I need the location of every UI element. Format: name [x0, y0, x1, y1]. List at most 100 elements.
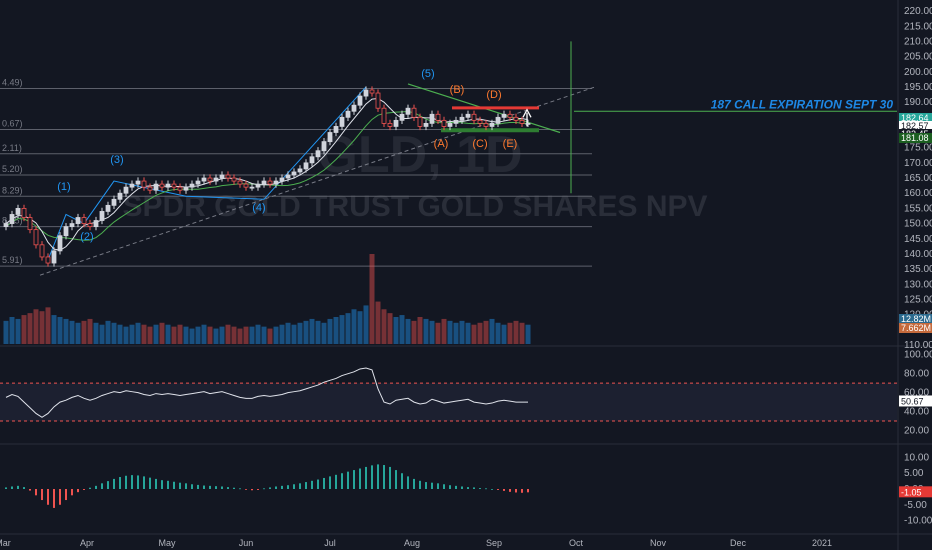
macd-histogram-bar: [485, 488, 487, 490]
price-tick-label: 195.00: [904, 82, 932, 93]
volume-bar: [57, 317, 63, 344]
rsi-value-text: 50.67: [901, 396, 924, 406]
macd-histogram-bar: [119, 477, 121, 489]
macd-histogram-bar: [371, 465, 373, 489]
candle-body: [147, 186, 153, 191]
volume-bar: [147, 326, 153, 344]
candle-body: [507, 113, 513, 118]
volume-bar: [411, 320, 417, 344]
macd-histogram-bar: [431, 482, 433, 489]
macd-histogram-bar: [59, 489, 61, 505]
volume-bar: [75, 322, 81, 344]
price-tick-label: 175.00: [904, 143, 932, 154]
call-annotation: 187 CALL EXPIRATION SEPT 30: [711, 97, 894, 111]
macd-histogram-bar: [65, 489, 67, 501]
macd-histogram-bar: [41, 489, 43, 501]
candle-body: [333, 126, 339, 133]
ma-short-line: [5, 97, 529, 251]
macd-histogram-bar: [71, 489, 73, 496]
candle-body: [135, 180, 141, 185]
macd-tick-label: -10.00: [904, 516, 932, 527]
macd-histogram-bar: [113, 478, 115, 489]
volume-bar: [483, 320, 489, 344]
macd-histogram-bar: [317, 479, 319, 489]
candle-body: [267, 180, 273, 185]
candle-body: [15, 207, 21, 215]
rsi-tick-label: 40.00: [904, 407, 929, 418]
price-tick-label: 165.00: [904, 173, 932, 184]
macd-tick-label: -5.00: [904, 500, 927, 511]
volume-bar: [507, 322, 513, 344]
macd-histogram-bar: [455, 485, 457, 489]
candle-body: [177, 186, 183, 191]
candle-body: [105, 204, 111, 212]
macd-histogram-bar: [353, 470, 355, 489]
macd-value-badge: [899, 486, 932, 498]
rsi-line: [5, 367, 528, 418]
volume-bar: [237, 328, 243, 344]
price-tick-label: 190.00: [904, 97, 932, 108]
price-tick-label: 125.00: [904, 294, 932, 305]
candle-body: [183, 186, 189, 191]
wave-label-orange: (C): [472, 138, 487, 150]
price-badge: [899, 133, 932, 143]
candle-body: [429, 113, 435, 124]
candle-body: [51, 250, 57, 264]
macd-histogram-bar: [107, 481, 109, 489]
candle-body: [453, 119, 459, 124]
candle-body: [237, 180, 243, 185]
macd-histogram-bar: [311, 480, 313, 489]
volume-bar: [387, 313, 393, 344]
candle-body: [387, 122, 393, 127]
volume-bar: [399, 315, 405, 344]
volume-bar: [9, 317, 15, 344]
price-tick-label: 215.00: [904, 21, 932, 32]
watermark-ticker: GLD, 1D: [317, 126, 522, 184]
candle-body: [495, 116, 501, 124]
candle-body: [393, 119, 399, 127]
macd-histogram-bar: [299, 483, 301, 489]
fib-level-label: 8.29): [2, 185, 23, 195]
candle-body: [171, 183, 177, 188]
candle-body: [369, 89, 375, 94]
candle-body: [87, 223, 93, 228]
volume-bar: [3, 320, 9, 344]
volume-bar: [309, 318, 315, 344]
volume-bar: [249, 326, 255, 344]
volume-bar: [135, 322, 141, 344]
candle-body: [129, 183, 135, 188]
price-tick-label: 150.00: [904, 219, 932, 230]
volume-bar: [105, 320, 111, 344]
volume-bar: [207, 326, 213, 344]
resistance-zone: [452, 106, 539, 110]
candle-body: [225, 174, 231, 179]
volume-bar: [357, 311, 363, 344]
volume-bar: [21, 315, 27, 344]
volume-bar: [63, 318, 69, 344]
candle-body: [63, 226, 69, 237]
volume-bar: [297, 322, 303, 344]
volume-bar: [87, 318, 93, 344]
volume-bar: [99, 324, 105, 344]
volume-bar: [27, 313, 33, 344]
macd-histogram-bar: [17, 485, 19, 489]
candle-body: [111, 198, 117, 206]
candle-body: [57, 235, 63, 252]
fib-level-label: 5.20): [2, 164, 23, 174]
macd-histogram-bar: [227, 487, 229, 489]
volume-bar: [141, 324, 147, 344]
support-zone: [441, 128, 539, 133]
rsi-tick-label: 80.00: [904, 369, 929, 380]
macd-histogram-bar: [335, 474, 337, 489]
candle-body: [417, 116, 423, 127]
volume-bar: [303, 320, 309, 344]
macd-histogram-bar: [329, 476, 331, 489]
volume-bar: [345, 313, 351, 344]
macd-histogram-bar: [257, 489, 259, 490]
volume-bar: [519, 322, 525, 344]
volume-bar: [33, 309, 39, 344]
candle-body: [303, 162, 309, 170]
volume-bar: [129, 324, 135, 344]
volume-bar: [447, 320, 453, 344]
